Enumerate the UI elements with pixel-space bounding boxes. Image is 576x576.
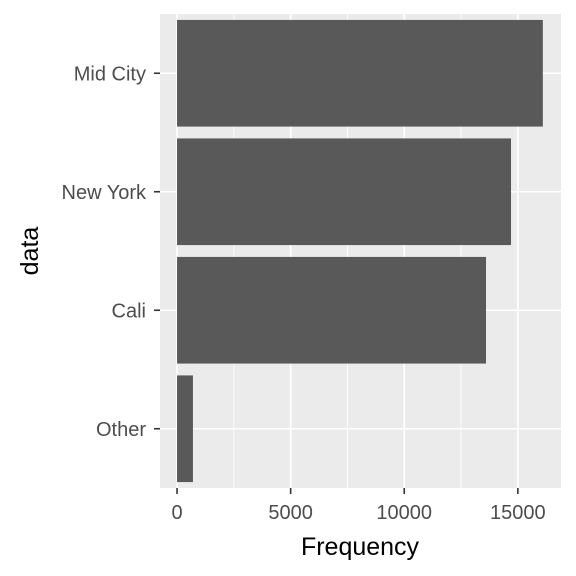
x-axis-title: Frequency: [301, 533, 420, 561]
x-axis: 0 5000 10000 15000: [171, 488, 546, 524]
x-tick-label: 0: [171, 502, 182, 524]
y-axis-title: data: [16, 227, 44, 276]
y-axis: Mid City New York Cali Other: [62, 63, 160, 441]
bar: [177, 375, 193, 483]
bars: [177, 19, 543, 483]
y-tick-label: Other: [96, 419, 146, 441]
bar: [177, 256, 487, 364]
y-tick-label: New York: [62, 182, 147, 204]
bar: [177, 138, 512, 246]
y-tick-label: Mid City: [74, 63, 146, 85]
y-tick-label: Cali: [112, 300, 146, 322]
x-tick-label: 5000: [268, 502, 313, 524]
x-tick-label: 15000: [490, 502, 546, 524]
bar: [177, 19, 543, 127]
x-tick-label: 10000: [376, 502, 432, 524]
